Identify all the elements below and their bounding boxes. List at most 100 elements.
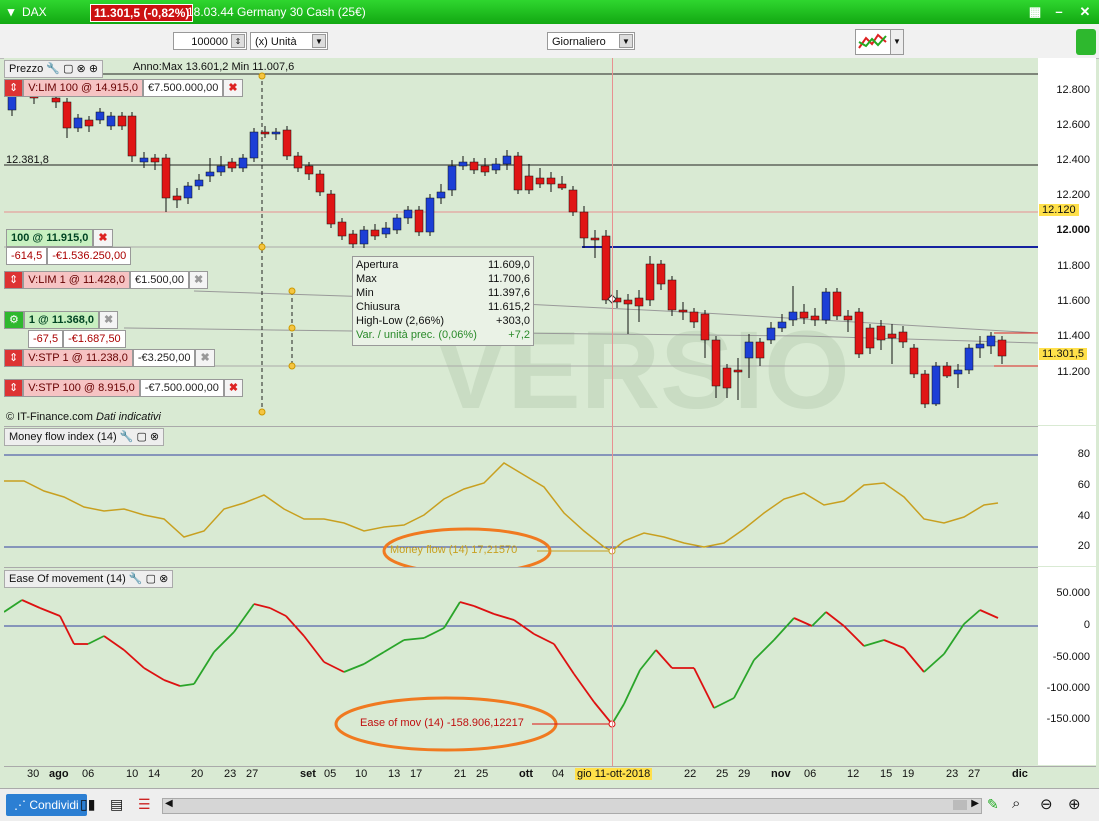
wrench-icon[interactable]: 🔧 — [128, 573, 143, 585]
close-icon[interactable]: ✖ — [195, 349, 215, 367]
time-scrollbar[interactable]: ◀ ▶ — [162, 798, 982, 814]
info-row: Min 11.397,6 — [356, 287, 530, 301]
candle — [304, 165, 314, 175]
candle — [810, 315, 820, 321]
date-tick: nov — [771, 768, 791, 780]
close-button[interactable]: ✕ — [1079, 4, 1091, 19]
position-1[interactable]: ⚙ 1 @ 11.368,0 ✖ — [4, 311, 119, 329]
price-badge: 11.301,5 (-0,82%) — [90, 4, 194, 22]
date-tick: set — [300, 768, 316, 780]
close-icon[interactable]: ⊗ — [149, 431, 160, 443]
order-sell-stop-100[interactable]: ⇕ V:STP 100 @ 8.915,0 -€7.500.000,00 ✖ — [4, 379, 244, 397]
candle — [546, 177, 556, 185]
close-icon[interactable]: ✖ — [93, 229, 113, 247]
wrench-icon[interactable]: 🔧 — [119, 431, 134, 443]
order-sell-limit-1[interactable]: ⇕ V:LIM 1 @ 11.428,0 €1.500,00 ✖ — [4, 271, 209, 289]
list-icon[interactable]: ▤ — [110, 796, 124, 812]
order-sell-stop-1[interactable]: ⇕ V:STP 1 @ 11.238,0 -€3.250,00 ✖ — [4, 349, 215, 367]
candle — [348, 233, 358, 245]
candle — [711, 339, 721, 387]
candle — [447, 165, 457, 191]
close-icon[interactable]: ✖ — [188, 271, 209, 289]
position-value: -€1.687,50 — [63, 330, 126, 348]
quantity-stepper[interactable]: ⇕ — [231, 34, 245, 48]
unit-select[interactable]: (x) Unità ▼ — [250, 32, 328, 50]
title-bar: ▾ DAX ​ 11.301,5 (-0,82%) 18.03.44 Germa… — [0, 0, 1099, 24]
candle — [733, 369, 743, 373]
gear-icon[interactable]: ⚙ — [4, 311, 24, 329]
close-icon[interactable]: ⊗ — [159, 573, 169, 585]
info-key: Apertura — [356, 259, 399, 271]
close-icon[interactable]: ✖ — [99, 311, 119, 329]
add-order-icon[interactable]: ⊕ — [88, 63, 99, 75]
date-axis[interactable] — [4, 766, 1096, 787]
eom-axis[interactable]: 50.000 0 -50.000 -100.000 -150.000 — [1038, 567, 1096, 765]
minimize-button[interactable]: – — [1055, 4, 1063, 19]
date-tick: 17 — [410, 768, 423, 780]
mfi-line — [4, 462, 999, 552]
order-handle-icon[interactable]: ⇕ — [4, 379, 24, 397]
info-key: High-Low (2,66%) — [356, 315, 445, 327]
mfi-readout: Money flow (14) 17,21570 — [390, 544, 518, 556]
position-1-pnl: -67,5 -€1.687,50 — [28, 330, 126, 348]
date-tick: 25 — [716, 768, 729, 780]
bars-icon[interactable]: ☰ — [138, 796, 151, 812]
date-tick: 23 — [224, 768, 237, 780]
mfi-axis[interactable]: 80 60 40 20 — [1038, 426, 1096, 566]
candle — [986, 335, 996, 347]
mfi-chart[interactable] — [4, 427, 1038, 567]
copyright-text: © IT-Finance.com — [6, 411, 93, 423]
scroll-right-icon[interactable]: ▶ — [971, 798, 979, 809]
close-icon[interactable]: ✖ — [223, 79, 243, 97]
chevron-down-icon[interactable]: ▼ — [890, 29, 904, 55]
eom-chart[interactable] — [4, 568, 1038, 766]
zoom-out-icon[interactable]: ⊖ — [1040, 796, 1053, 813]
price-chart[interactable]: VERSIO — [4, 58, 1038, 425]
candle — [249, 131, 259, 159]
candle — [590, 237, 600, 241]
window-icon[interactable]: ▢ — [145, 573, 157, 585]
candle — [623, 299, 633, 305]
zoom-area-icon[interactable]: ⌕ — [1012, 795, 1021, 812]
position-100[interactable]: 100 @ 11.915,0 ✖ — [6, 229, 113, 247]
candle — [315, 173, 325, 193]
candle — [887, 333, 897, 339]
price-axis[interactable]: 12.800 12.600 12.400 12.200 12.000 11.80… — [1038, 58, 1096, 425]
window-icon[interactable]: ▢ — [136, 431, 147, 443]
order-handle-icon[interactable]: ⇕ — [4, 79, 24, 97]
order-handle-icon[interactable]: ⇕ — [4, 271, 24, 289]
candle — [755, 341, 765, 359]
info-value: +7,2 — [508, 329, 530, 341]
keyboard-icon[interactable]: ▦ — [1028, 4, 1042, 19]
candle-type-icon[interactable]: ▯▮ — [80, 796, 96, 812]
order-handle-icon[interactable]: ⇕ — [4, 349, 24, 367]
eom-tick: 50.000 — [1056, 587, 1090, 599]
candle — [799, 311, 809, 319]
close-icon[interactable]: ✖ — [223, 379, 244, 397]
scroll-thumb[interactable] — [953, 800, 967, 810]
quantity-input[interactable]: 100000 ⇕ — [173, 32, 247, 50]
window-menu-icon[interactable]: ▾ — [7, 4, 15, 19]
candle — [557, 183, 567, 189]
zoom-in-icon[interactable]: ⊕ — [1068, 796, 1081, 813]
position-pnl: -614,5 — [6, 247, 48, 265]
candle — [359, 229, 369, 245]
candle — [722, 367, 732, 389]
candle — [51, 97, 61, 103]
candle — [282, 129, 292, 157]
scroll-left-icon[interactable]: ◀ — [165, 798, 173, 809]
wrench-icon[interactable]: 🔧 — [46, 63, 61, 75]
window-icon[interactable]: ▢ — [63, 63, 74, 75]
info-key: Var. / unità prec. (0,06%) — [356, 329, 477, 341]
share-button[interactable]: ⋰ Condividi — [6, 794, 87, 816]
candle — [337, 221, 347, 237]
candle — [524, 175, 534, 191]
indicator-chart-icon[interactable] — [855, 29, 891, 55]
info-key: Max — [356, 273, 377, 285]
close-icon[interactable]: ⊗ — [76, 63, 86, 75]
side-panel-toggle-icon[interactable] — [1076, 29, 1096, 55]
date-tick: 14 — [148, 768, 161, 780]
tools-icon[interactable]: ✎ — [987, 796, 999, 812]
order-sell-limit-100[interactable]: ⇕ V:LIM 100 @ 14.915,0 €7.500.000,00 ✖ — [4, 79, 243, 97]
period-select[interactable]: Giornaliero ▼ — [547, 32, 635, 50]
